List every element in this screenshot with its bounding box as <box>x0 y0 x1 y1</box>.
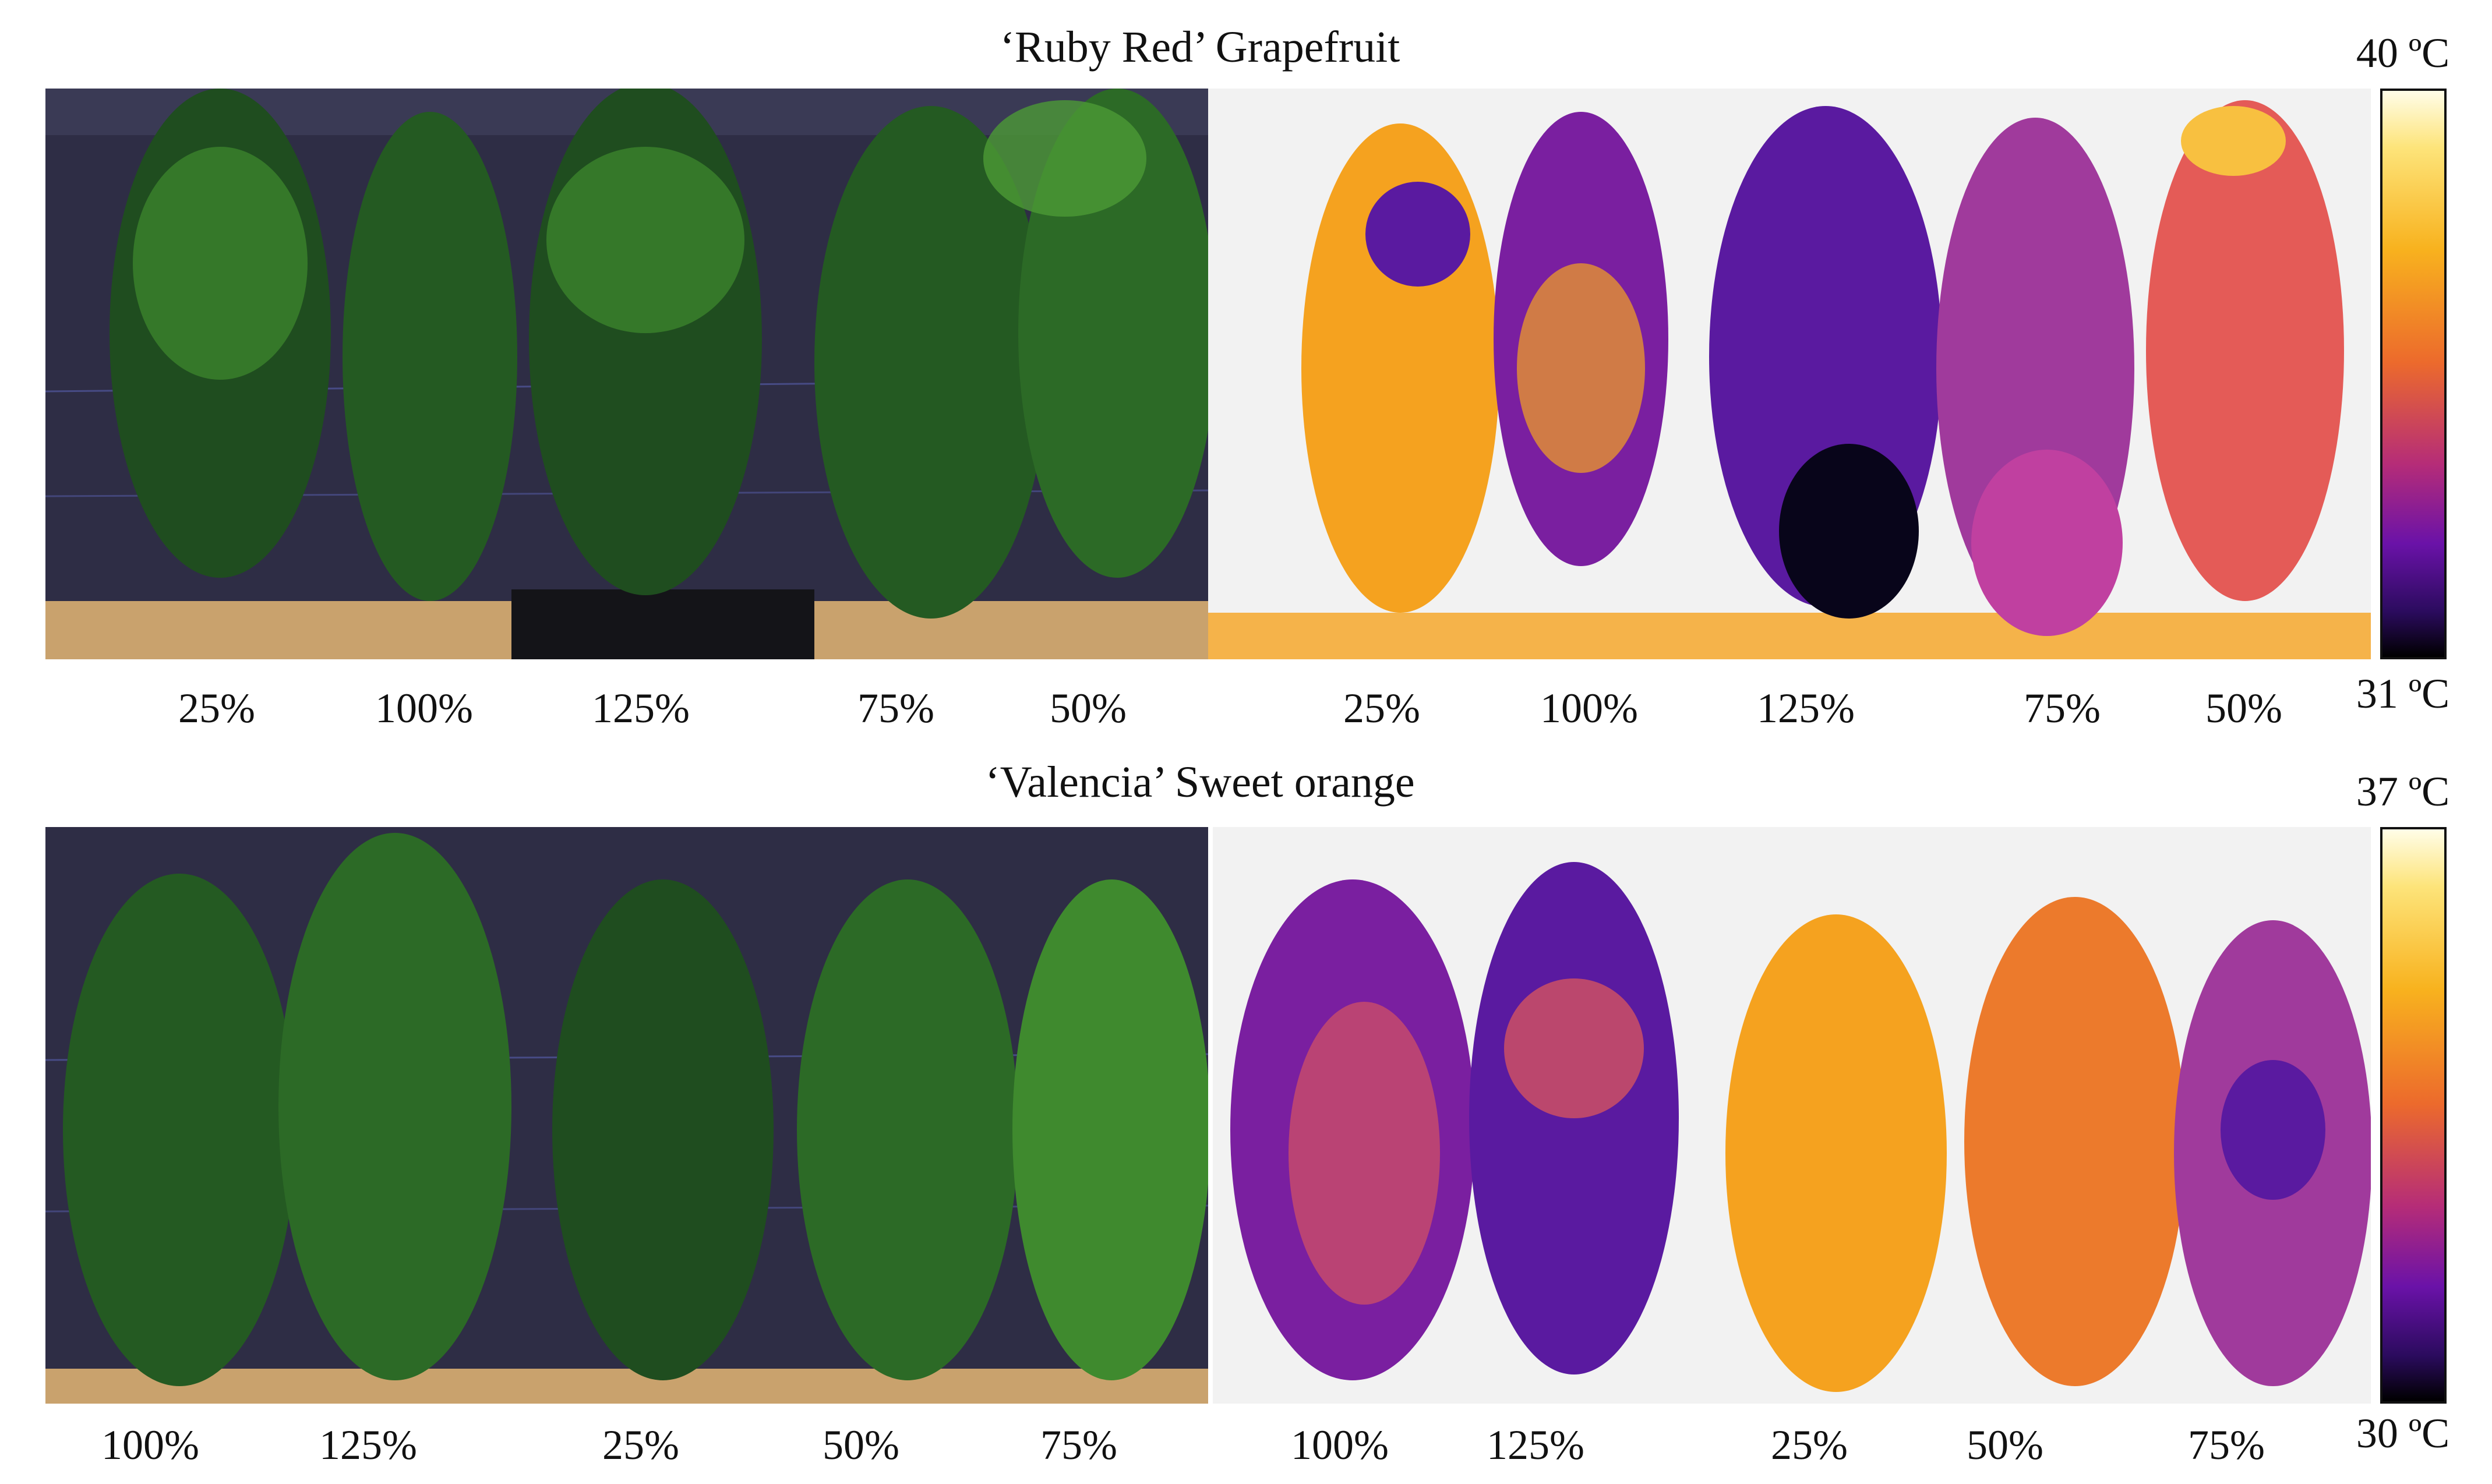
bottom-thermal-label-4: 50% <box>1967 1422 2043 1468</box>
top-visible-photo <box>45 89 1208 659</box>
bottom-thermal-label-2: 125% <box>1487 1422 1584 1468</box>
bottom-thermal-label-5: 75% <box>2188 1422 2265 1468</box>
top-thermal-label-3: 125% <box>1757 685 1855 732</box>
top-thermal-label-2: 100% <box>1540 685 1638 732</box>
bottom-thermal-plants <box>1230 862 2371 1392</box>
top-scale-max-label: 40 ºC <box>2356 30 2450 76</box>
bottom-thermal-image <box>1213 827 2371 1404</box>
top-visible-plants <box>110 89 1208 619</box>
top-thermal-label-1: 25% <box>1343 685 1420 732</box>
bottom-visible-label-3: 25% <box>602 1422 679 1468</box>
bottom-thermal-label-1: 100% <box>1291 1422 1389 1468</box>
top-visible-label-2: 100% <box>375 685 473 732</box>
top-thermal-plants <box>1301 100 2344 636</box>
bottom-visible-label-5: 75% <box>1040 1422 1117 1468</box>
top-thermal-label-5: 50% <box>2205 685 2282 732</box>
top-temperature-colorbar <box>2380 89 2447 659</box>
top-thermal-image <box>1208 89 2371 659</box>
bottom-visible-plants <box>63 833 1208 1386</box>
bottom-visible-label-1: 100% <box>101 1422 199 1468</box>
top-visible-label-5: 50% <box>1050 685 1127 732</box>
top-scale-min-label: 31 ºC <box>2356 670 2450 717</box>
bottom-scale-max-label: 37 ºC <box>2356 768 2450 815</box>
top-visible-label-4: 75% <box>857 685 934 732</box>
top-thermal-label-4: 75% <box>2024 685 2101 732</box>
bottom-temperature-colorbar <box>2380 827 2447 1404</box>
top-figure-title: ‘Ruby Red’ Grapefruit <box>1000 23 1400 72</box>
bottom-visible-label-4: 50% <box>823 1422 899 1468</box>
bottom-thermal-label-3: 25% <box>1771 1422 1848 1468</box>
top-visible-label-3: 125% <box>592 685 690 732</box>
bottom-visible-label-2: 125% <box>319 1422 417 1468</box>
top-visible-label-1: 25% <box>178 685 255 732</box>
bottom-visible-photo <box>45 827 1208 1404</box>
bottom-scale-min-label: 30 ºC <box>2356 1410 2450 1457</box>
bottom-figure-title: ‘Valencia’ Sweet orange <box>985 758 1415 807</box>
